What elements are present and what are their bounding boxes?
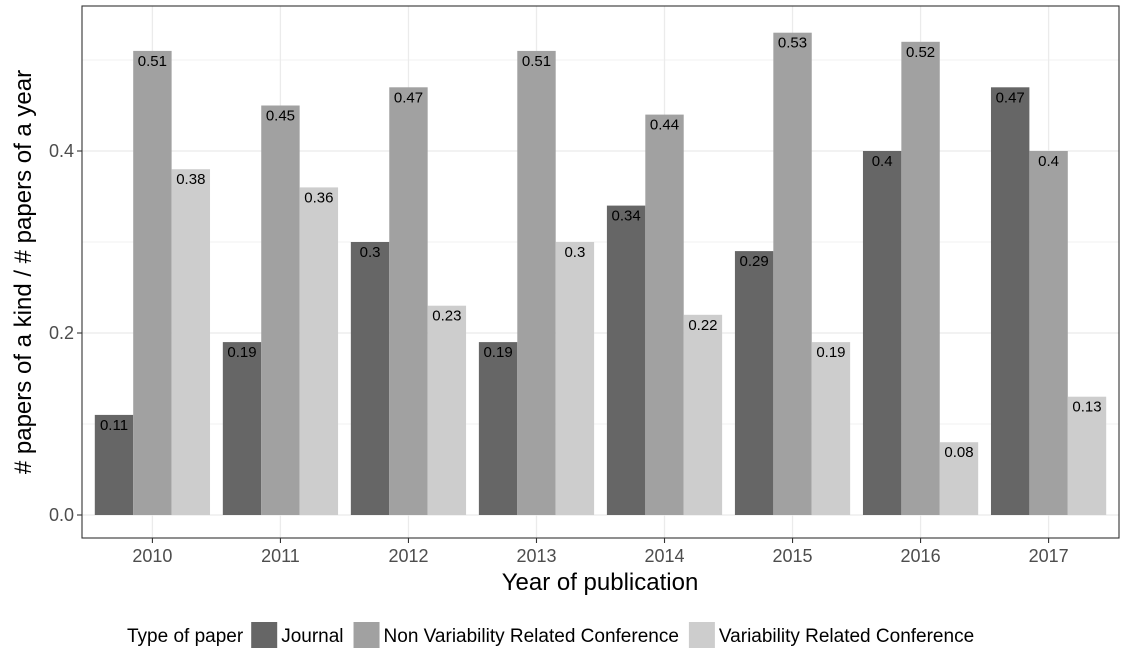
bar: [734, 251, 774, 515]
bar-value-label: 0.44: [650, 117, 679, 134]
bar: [222, 342, 262, 515]
bar-value-label: 0.38: [176, 171, 205, 188]
legend-swatch: [251, 622, 278, 648]
y-tick-label: 0.0: [49, 505, 74, 525]
x-axis-title: Year of publication: [502, 569, 699, 596]
bar: [427, 305, 467, 515]
legend-swatch: [688, 622, 715, 648]
bar: [811, 342, 851, 515]
bar-value-label: 0.4: [872, 153, 893, 170]
bar-value-label: 0.53: [778, 35, 807, 52]
bar: [94, 414, 134, 515]
bar-value-label: 0.13: [1072, 399, 1101, 416]
bar: [350, 242, 390, 515]
bar-value-label: 0.19: [483, 344, 512, 361]
x-tick-label: 2017: [1029, 546, 1069, 566]
x-tick-label: 2012: [388, 546, 428, 566]
bar-value-label: 0.51: [522, 53, 551, 70]
bar: [990, 87, 1030, 516]
bar: [773, 32, 812, 515]
y-tick-label: 0.4: [49, 141, 74, 161]
bar-value-label: 0.47: [394, 89, 423, 106]
x-tick-label: 2014: [644, 546, 684, 566]
bar-value-label: 0.4: [1038, 153, 1059, 170]
bar-value-label: 0.19: [816, 344, 845, 361]
x-tick-label: 2013: [516, 546, 556, 566]
bar: [1029, 151, 1068, 515]
panel-border: [81, 5, 1120, 539]
legend-label: Journal: [281, 626, 343, 647]
y-tick-label: 0.2: [49, 323, 74, 343]
bar: [133, 50, 172, 516]
legend-label: Non Variability Related Conference: [384, 626, 679, 647]
bar: [1067, 396, 1107, 515]
bar: [939, 442, 979, 515]
bar: [901, 41, 940, 516]
y-axis-title: # papers of a kind / # papers of a year: [10, 70, 37, 474]
bar: [862, 151, 902, 515]
bar-value-label: 0.11: [100, 417, 128, 434]
bar: [683, 314, 723, 515]
bar: [389, 87, 428, 516]
bar: [171, 169, 211, 515]
bar-value-label: 0.29: [740, 253, 769, 270]
legend: Type of paper Journal Non Variability Rel…: [127, 622, 974, 648]
legend-title: Type of paper: [127, 626, 244, 647]
legend-label: Variability Related Conference: [719, 626, 974, 647]
bar-value-label: 0.52: [906, 44, 935, 61]
bar: [478, 342, 518, 515]
bar-value-label: 0.3: [564, 244, 585, 261]
bar: [299, 187, 339, 515]
bar-value-label: 0.23: [432, 308, 461, 325]
bar-value-label: 0.3: [360, 244, 381, 261]
bar: [261, 105, 300, 515]
x-tick-label: 2016: [901, 546, 941, 566]
bars: [94, 32, 1107, 516]
bar-value-label: 0.08: [944, 444, 973, 461]
bar-labels: 0.11 0.51 0.38 0.19 0.45 0.36 0.3 0.47 0.23 0.19 0…: [100, 35, 1102, 462]
bar-value-label: 0.51: [138, 53, 167, 70]
x-tick-label: 2011: [261, 546, 300, 566]
bar-value-label: 0.34: [612, 208, 641, 225]
x-tick-label: 2015: [773, 546, 813, 566]
bar: [645, 114, 684, 515]
bar-value-label: 0.22: [688, 317, 717, 334]
x-tick-label: 2010: [132, 546, 172, 566]
bar-value-label: 0.45: [266, 108, 295, 125]
bar: [555, 242, 595, 515]
legend-swatch: [353, 622, 380, 648]
bar-value-label: 0.36: [304, 189, 333, 206]
axes: 0.0 0.2 0.4 2010 2011 2012 2013 2014 2015 2016 201…: [49, 141, 1069, 566]
bar-value-label: 0.47: [996, 89, 1025, 106]
bar: [517, 50, 556, 516]
bar-value-label: 0.19: [227, 344, 256, 361]
bar: [606, 205, 646, 515]
